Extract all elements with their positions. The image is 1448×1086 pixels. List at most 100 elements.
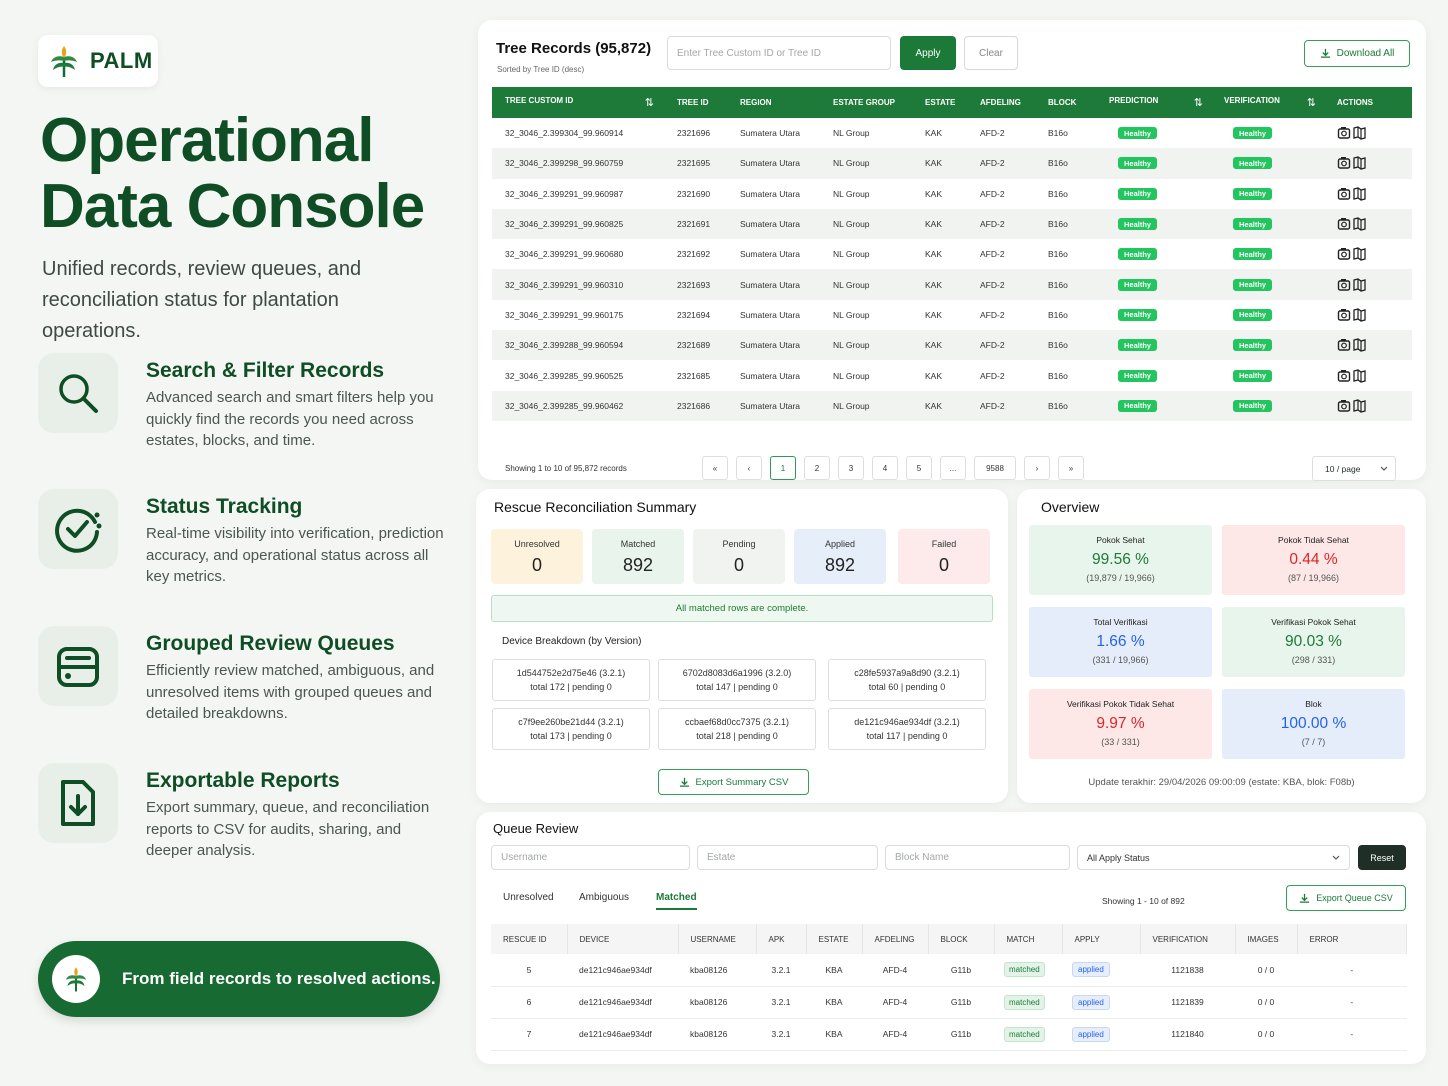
table-cell: kba08126 xyxy=(678,954,756,987)
row-actions[interactable] xyxy=(1324,148,1412,178)
table-row[interactable]: 7 de121c946ae934df kba08126 3.2.1 KBA AFD-4 G1… xyxy=(491,1018,1407,1051)
page-button[interactable]: ... xyxy=(940,456,966,480)
page-button[interactable]: ‹ xyxy=(736,456,762,480)
username-input[interactable] xyxy=(491,845,690,870)
sort-icon: ⇅ xyxy=(1306,97,1316,109)
camera-map-icon[interactable] xyxy=(1337,156,1367,171)
page-button[interactable]: 4 xyxy=(872,456,898,480)
page-button[interactable]: 3 xyxy=(838,456,864,480)
row-actions[interactable] xyxy=(1324,118,1412,148)
table-cell: Sumatera Utara xyxy=(740,400,800,411)
row-actions[interactable] xyxy=(1324,360,1412,390)
estate-input[interactable] xyxy=(697,845,878,870)
row-actions[interactable] xyxy=(1324,269,1412,299)
col-header: Afdeling xyxy=(980,98,1021,107)
row-actions[interactable] xyxy=(1324,330,1412,360)
table-cell: B16o xyxy=(1048,158,1068,169)
table-row[interactable]: 32_3046_2.399288_99.960594 2321689 Sumater… xyxy=(492,330,1412,361)
apply-badge: applied xyxy=(1072,1026,1110,1042)
export-queue-label: Export Queue CSV xyxy=(1316,893,1393,903)
page-button[interactable]: « xyxy=(702,456,728,480)
table-cell: AFD-2 xyxy=(980,249,1005,260)
col-header[interactable]: Verification ⇅ xyxy=(1224,96,1316,109)
table-row[interactable]: 6 de121c946ae934df kba08126 3.2.1 KBA AFD-4 G1… xyxy=(491,986,1407,1019)
feature-search: Search & Filter Records Advanced search … xyxy=(38,353,448,473)
tab-unresolved[interactable]: Unresolved xyxy=(503,892,554,903)
table-cell: NL Group xyxy=(833,400,870,411)
camera-map-icon[interactable] xyxy=(1337,126,1367,140)
table-row[interactable]: 32_3046_2.399298_99.960759 2321695 Sumater… xyxy=(492,148,1412,179)
download-icon xyxy=(1320,48,1330,58)
row-actions[interactable] xyxy=(1324,300,1412,330)
row-actions[interactable] xyxy=(1324,179,1412,209)
device-id: de121c946ae934df (3.2.1) xyxy=(854,717,960,727)
page-button[interactable]: 5 xyxy=(906,456,932,480)
table-cell: matched xyxy=(994,1018,1062,1051)
camera-map-icon[interactable] xyxy=(1337,277,1367,292)
table-cell: G11b xyxy=(928,1018,994,1051)
table-cell: KAK xyxy=(925,370,943,381)
page-size-select[interactable]: 10 / page xyxy=(1312,456,1396,481)
table-cell: 2321689 xyxy=(677,340,711,351)
device-stats: total 172 | pending 0 xyxy=(530,682,612,692)
table-cell: 32_3046_2.399291_99.960310 xyxy=(505,279,624,290)
apply-button[interactable]: Apply xyxy=(900,36,956,70)
table-row[interactable]: 32_3046_2.399291_99.960825 2321691 Sumater… xyxy=(492,208,1412,240)
device-stats: total 218 | pending 0 xyxy=(696,731,778,741)
col-header[interactable]: Prediction ⇅ xyxy=(1109,96,1203,109)
tile-label: Verifikasi Pokok Tidak Sehat xyxy=(1066,699,1175,709)
table-row[interactable]: 32_3046_2.399291_99.960310 2321693 Sumater… xyxy=(492,269,1412,300)
apply-status-select[interactable]: All Apply Status xyxy=(1077,845,1350,870)
camera-map-icon[interactable] xyxy=(1337,187,1367,201)
table-cell: G11b xyxy=(928,986,994,1019)
reset-button[interactable]: Reset xyxy=(1358,845,1406,870)
page-button[interactable]: » xyxy=(1058,456,1084,480)
table-row[interactable]: 5 de121c946ae934df kba08126 3.2.1 KBA AFD-4 G1… xyxy=(491,954,1407,987)
camera-map-icon[interactable] xyxy=(1337,399,1367,413)
camera-map-icon[interactable] xyxy=(1337,338,1367,352)
table-cell: de121c946ae934df xyxy=(567,1018,678,1051)
col-header[interactable]: Tree Custom ID ⇅ xyxy=(505,96,654,109)
table-row[interactable]: 32_3046_2.399291_99.960175 2321694 Sumater… xyxy=(492,300,1412,330)
table-row[interactable]: 32_3046_2.399304_99.960914 2321696 Sumater… xyxy=(492,118,1412,148)
camera-map-icon[interactable] xyxy=(1337,247,1367,262)
table-cell: KAK xyxy=(925,158,943,169)
camera-map-icon[interactable] xyxy=(1337,308,1367,322)
clear-button[interactable]: Clear xyxy=(964,36,1018,70)
download-all-button[interactable]: Download All xyxy=(1304,40,1410,67)
queue-count: Showing 1 - 10 of 892 xyxy=(1102,896,1185,906)
prediction-badge: Healthy xyxy=(1118,399,1158,412)
table-cell: 1121840 xyxy=(1140,1018,1235,1051)
sort-info: Sorted by Tree ID (desc) xyxy=(497,65,585,74)
page-button[interactable]: 9588 xyxy=(974,456,1016,480)
device-id: c28fe5937a9a8d90 (3.2.1) xyxy=(854,668,960,678)
table-row[interactable]: 32_3046_2.399285_99.960525 2321685 Sumater… xyxy=(492,360,1412,390)
row-actions[interactable] xyxy=(1324,239,1412,269)
device-card: ccbaef68d0cc7375 (3.2.1) total 218 | pend… xyxy=(658,708,816,750)
page-button[interactable]: › xyxy=(1024,456,1050,480)
export-queue-button[interactable]: Export Queue CSV xyxy=(1286,885,1406,911)
table-cell: Sumatera Utara xyxy=(740,279,800,290)
block-input[interactable] xyxy=(885,845,1070,870)
table-cell: Healthy xyxy=(1096,239,1211,269)
row-actions[interactable] xyxy=(1324,209,1412,239)
page-button[interactable]: 2 xyxy=(804,456,830,480)
camera-map-icon[interactable] xyxy=(1337,368,1367,383)
table-row[interactable]: 32_3046_2.399291_99.960680 2321692 Sumater… xyxy=(492,239,1412,269)
tab-matched[interactable]: Matched xyxy=(656,892,697,910)
table-cell: Healthy xyxy=(1211,209,1324,239)
table-cell: 6 xyxy=(491,986,567,1019)
col-header: Block xyxy=(1048,98,1077,107)
table-row[interactable]: 32_3046_2.399291_99.960987 2321690 Sumater… xyxy=(492,179,1412,209)
col-header: MATCH xyxy=(994,924,1063,954)
camera-map-icon[interactable] xyxy=(1337,217,1367,231)
tab-ambiguous[interactable]: Ambiguous xyxy=(579,892,630,903)
feature-title: Exportable Reports xyxy=(146,769,340,792)
page-button[interactable]: 1 xyxy=(770,456,796,480)
tree-search-input[interactable] xyxy=(667,36,891,70)
col-header: ESTATE xyxy=(806,924,863,954)
row-actions[interactable] xyxy=(1324,391,1412,421)
table-row[interactable]: 32_3046_2.399285_99.960462 2321686 Sumater… xyxy=(492,390,1412,421)
table-cell: Healthy xyxy=(1211,179,1324,209)
export-summary-button[interactable]: Export Summary CSV xyxy=(658,769,809,795)
